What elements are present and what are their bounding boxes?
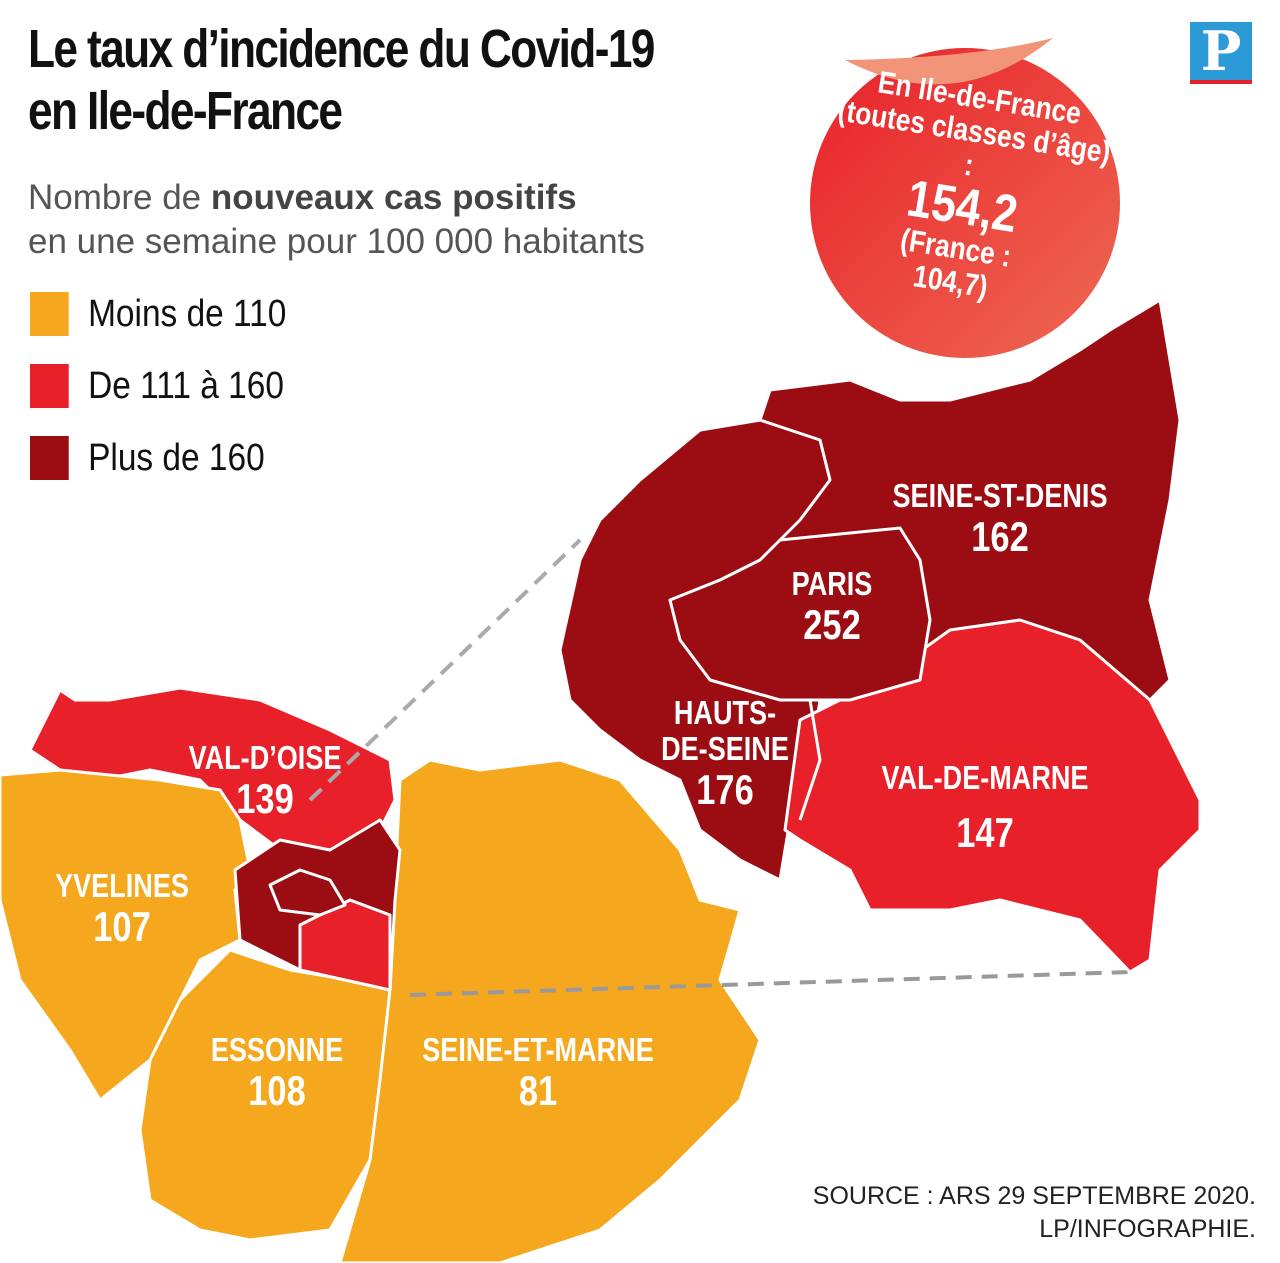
label-seine-st-denis: SEINE-ST-DENIS 162 — [892, 478, 1107, 560]
dept-name: SEINE-ST-DENIS — [892, 477, 1108, 514]
border-line — [639, 418, 832, 542]
legend-swatch — [30, 292, 69, 336]
dept-value: 252 — [803, 601, 861, 648]
le-parisien-logo: P — [1190, 22, 1252, 84]
label-hauts-de-seine: HAUTS- DE-SEINE 176 — [661, 695, 789, 813]
dept-value: 107 — [93, 903, 151, 950]
dept-value: 108 — [248, 1067, 306, 1114]
label-val-de-marne: VAL-DE-MARNE 147 — [882, 760, 1089, 856]
dept-value: 81 — [518, 1067, 558, 1114]
dept-value: 176 — [696, 766, 754, 813]
sticker-badge — [810, 38, 1120, 358]
dept-name: PARIS — [791, 565, 873, 602]
region-essonne — [138, 948, 392, 1242]
label-seine-et-marne: SEINE-ET-MARNE 81 — [422, 1032, 654, 1114]
region-seine-et-marne — [338, 758, 762, 1263]
region-paris-zoom — [668, 526, 932, 702]
legend-item-mid: De 111 à 160 — [30, 364, 284, 408]
source-credit: SOURCE : ARS 29 SEPTEMBRE 2020. LP/INFOG… — [813, 1180, 1256, 1246]
dept-name: SEINE-ET-MARNE — [422, 1031, 654, 1068]
source-line-2: LP/INFOGRAPHIE. — [1039, 1215, 1256, 1243]
zoom-guide-line — [308, 538, 582, 802]
region-paris-small — [268, 868, 347, 917]
page-title: Le taux d’incidence du Covid-19 en Ile-d… — [28, 18, 655, 142]
subtitle: Nombre de nouveaux cas positifs en une s… — [28, 176, 645, 264]
dept-value: 147 — [956, 809, 1014, 856]
legend-label: De 111 à 160 — [88, 364, 284, 407]
legend-label: Plus de 160 — [88, 436, 265, 479]
dept-value: 139 — [236, 775, 294, 822]
dept-name: HAUTS- — [673, 694, 777, 731]
region-val-doise — [28, 686, 397, 852]
dept-name: ESSONNE — [210, 1031, 344, 1068]
zoom-guide-line — [409, 970, 1131, 997]
legend-label: Moins de 110 — [88, 292, 287, 335]
label-essonne: ESSONNE 108 — [211, 1032, 343, 1114]
legend-item-low: Moins de 110 — [30, 292, 286, 336]
subtitle-pre: Nombre de — [28, 178, 211, 217]
source-line-1: SOURCE : ARS 29 SEPTEMBRE 2020. — [812, 1182, 1256, 1210]
dept-name: VAL-DE-MARNE — [881, 759, 1089, 796]
label-val-doise: VAL-D’OISE 139 — [189, 740, 342, 822]
legend-item-high: Plus de 160 — [30, 436, 265, 480]
region-val-de-marne-zoom — [783, 618, 1202, 974]
dept-value: 162 — [971, 513, 1029, 560]
label-paris: PARIS 252 — [792, 566, 873, 648]
border-line — [798, 699, 822, 821]
label-yvelines: YVELINES 107 — [55, 868, 189, 950]
title-line-2: en Ile-de-France — [28, 81, 343, 141]
dept-name: DE-SEINE — [661, 730, 789, 767]
subtitle-bold: nouveaux cas positifs — [210, 178, 577, 217]
title-line-1: Le taux d’incidence du Covid-19 — [28, 19, 655, 79]
legend-swatch — [30, 436, 69, 480]
subtitle-line-2: en une semaine pour 100 000 habitants — [28, 222, 645, 261]
dept-name: VAL-D’OISE — [188, 739, 342, 776]
dept-name: YVELINES — [55, 867, 189, 904]
legend-swatch — [30, 364, 69, 408]
